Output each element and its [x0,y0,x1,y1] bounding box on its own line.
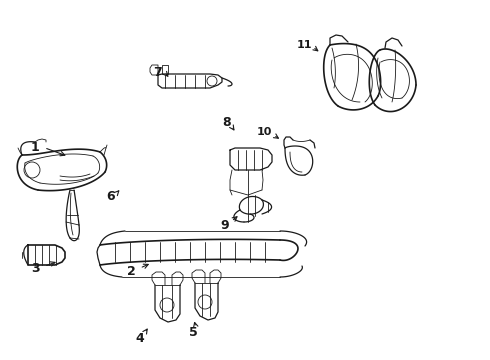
Text: 3: 3 [31,262,40,275]
Text: 9: 9 [220,219,229,231]
Text: 8: 8 [222,116,231,129]
Text: 2: 2 [127,265,136,278]
Text: 4: 4 [135,332,144,345]
Text: 11: 11 [297,40,313,50]
Text: 1: 1 [31,141,40,154]
Text: 5: 5 [189,327,198,339]
Text: 7: 7 [153,66,162,78]
Text: 10: 10 [257,127,272,138]
Text: 6: 6 [106,190,115,203]
